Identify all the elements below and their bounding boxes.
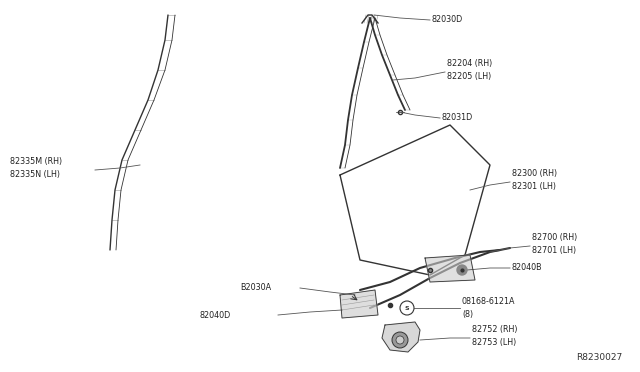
Polygon shape	[382, 322, 420, 352]
Polygon shape	[425, 255, 475, 282]
Text: 82031D: 82031D	[442, 113, 473, 122]
Polygon shape	[340, 290, 378, 318]
Circle shape	[392, 332, 408, 348]
Text: R8230027: R8230027	[576, 353, 622, 362]
Text: B2030A: B2030A	[240, 283, 271, 292]
Text: 82752 (RH)
82753 (LH): 82752 (RH) 82753 (LH)	[472, 325, 518, 347]
Circle shape	[457, 265, 467, 275]
Text: 82335M (RH)
82335N (LH): 82335M (RH) 82335N (LH)	[10, 157, 62, 179]
Text: 82300 (RH)
82301 (LH): 82300 (RH) 82301 (LH)	[512, 169, 557, 191]
Text: 82040B: 82040B	[512, 263, 543, 273]
Text: 82030D: 82030D	[432, 16, 463, 25]
Text: 08168-6121A
(8): 08168-6121A (8)	[462, 297, 515, 319]
Text: 82040D: 82040D	[200, 311, 231, 320]
Text: S: S	[404, 305, 410, 311]
Text: 82700 (RH)
82701 (LH): 82700 (RH) 82701 (LH)	[532, 233, 577, 255]
Circle shape	[400, 301, 414, 315]
Text: 82204 (RH)
82205 (LH): 82204 (RH) 82205 (LH)	[447, 59, 492, 81]
Circle shape	[396, 336, 404, 344]
